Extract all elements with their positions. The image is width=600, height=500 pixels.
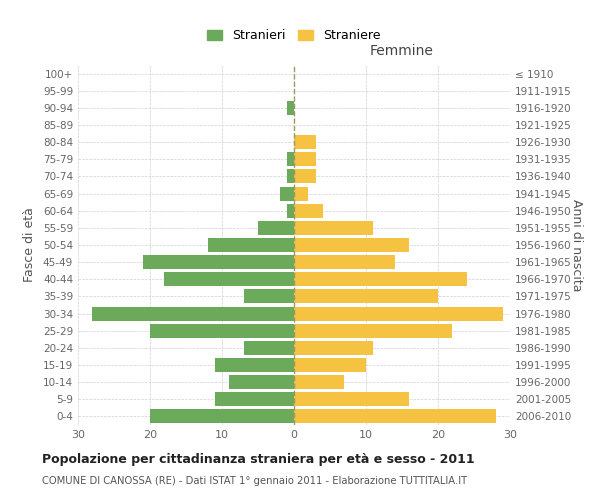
Bar [294,272,467,286]
Bar [215,392,294,406]
Bar [294,290,438,304]
Bar [294,375,344,389]
Text: Femmine: Femmine [370,44,434,58]
Bar [280,186,294,200]
Bar [294,306,503,320]
Y-axis label: Fasce di età: Fasce di età [23,208,36,282]
Bar [215,358,294,372]
Bar [294,358,366,372]
Bar [258,221,294,235]
Bar [294,221,373,235]
Bar [150,410,294,424]
Bar [287,152,294,166]
Bar [287,101,294,115]
Bar [229,375,294,389]
Bar [294,410,496,424]
Bar [294,341,373,355]
Bar [244,341,294,355]
Bar [244,290,294,304]
Bar [294,170,316,183]
Bar [294,186,308,200]
Bar [150,324,294,338]
Bar [294,204,323,218]
Legend: Stranieri, Straniere: Stranieri, Straniere [202,24,386,48]
Bar [143,255,294,269]
Bar [294,255,395,269]
Y-axis label: Anni di nascita: Anni di nascita [570,198,583,291]
Bar [208,238,294,252]
Bar [294,152,316,166]
Bar [164,272,294,286]
Text: Popolazione per cittadinanza straniera per età e sesso - 2011: Popolazione per cittadinanza straniera p… [42,452,475,466]
Bar [287,170,294,183]
Bar [294,324,452,338]
Text: COMUNE DI CANOSSA (RE) - Dati ISTAT 1° gennaio 2011 - Elaborazione TUTTITALIA.IT: COMUNE DI CANOSSA (RE) - Dati ISTAT 1° g… [42,476,467,486]
Bar [294,392,409,406]
Bar [294,238,409,252]
Bar [92,306,294,320]
Bar [294,135,316,149]
Bar [287,204,294,218]
